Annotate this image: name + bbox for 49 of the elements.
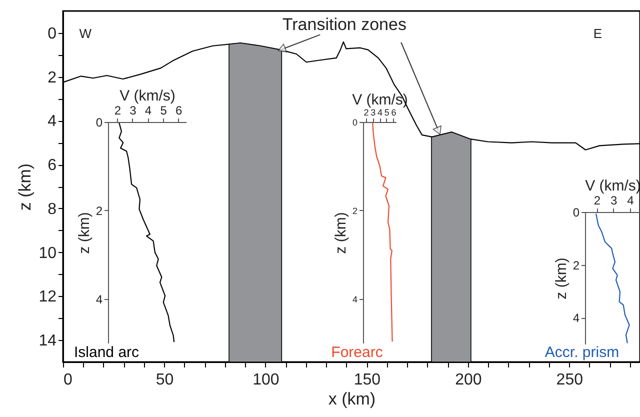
line-series	[118, 122, 175, 343]
x-tick-label: 100	[252, 372, 280, 388]
y-tick-label: 14	[38, 332, 57, 350]
x-tick-label: 6	[391, 108, 396, 118]
y-axis-title: z (km)	[16, 163, 35, 211]
y-axis-title: z (km)	[76, 212, 93, 254]
y-tick-label: 4	[352, 294, 358, 304]
y-tick-label: 12	[38, 288, 57, 306]
y-tick-label: 0	[572, 206, 580, 220]
annotation: W	[79, 26, 92, 42]
y-tick-label: 2	[572, 258, 580, 272]
y-axis-title: z (km)	[552, 258, 570, 300]
x-tick-label: 0	[64, 372, 72, 388]
text: Island arc	[74, 344, 140, 361]
x-tick-label: 2	[364, 108, 369, 118]
x-tick-label: 4	[377, 108, 383, 118]
x-tick-label: 2	[594, 194, 601, 208]
x-tick-label: 5	[160, 104, 168, 118]
x-tick-label: 6	[176, 104, 183, 118]
x-tick-label: 4	[627, 194, 634, 208]
y-tick-label: 2	[96, 204, 103, 218]
line-series	[372, 122, 393, 342]
y-tick-label: 8	[48, 200, 57, 218]
y-tick-label: 6	[48, 157, 57, 174]
y-tick-label: 2	[352, 206, 358, 216]
series-label: Forearc	[331, 344, 384, 361]
y-tick-label: 4	[96, 292, 103, 306]
x-tick-label: 3	[610, 194, 618, 208]
y-tick-label: 0	[48, 25, 57, 42]
x-axis-title: x (km)	[328, 390, 376, 408]
x-tick-label: 3	[130, 104, 137, 118]
annotation: E	[593, 26, 602, 42]
y-tick-label: 0	[352, 118, 358, 128]
series-label: Accr. prism	[544, 344, 620, 361]
x-tick-label: 5	[384, 108, 390, 118]
x-tick-label: 3	[370, 108, 376, 118]
x-tick-label: 200	[455, 372, 482, 388]
x-axis-title: V (km/s)	[120, 88, 176, 104]
y-axis-title: z (km)	[332, 212, 350, 254]
line-series	[595, 213, 630, 344]
x-tick-label: 4	[144, 104, 152, 118]
annotation: Transition zones	[282, 14, 406, 34]
x-tick-label: 50	[156, 372, 174, 388]
y-tick-label: 2	[48, 69, 57, 86]
y-tick-label: 10	[38, 244, 57, 262]
x-tick-label: 2	[114, 104, 122, 118]
x-tick-label: 250	[556, 372, 584, 388]
x-tick-label: 150	[354, 372, 381, 388]
y-tick-label: 4	[572, 311, 580, 326]
